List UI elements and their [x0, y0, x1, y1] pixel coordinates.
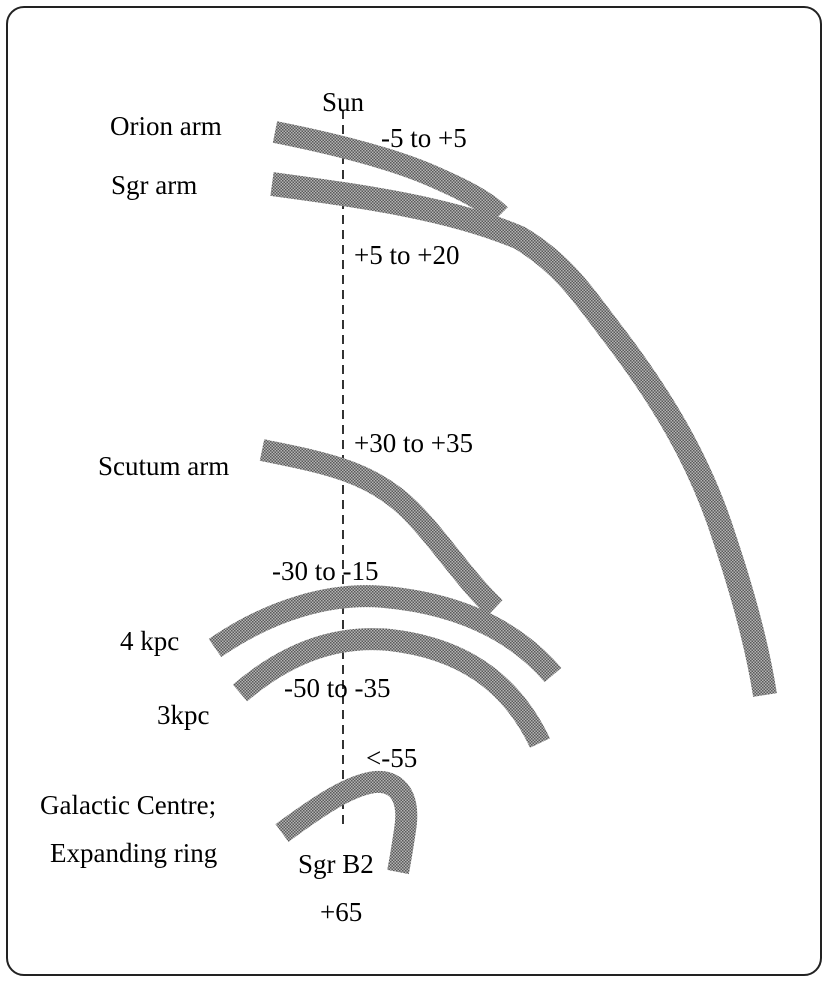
- sgr-arm-label: Sgr arm: [111, 170, 197, 200]
- orion-arm-label: Orion arm: [110, 111, 222, 141]
- four-kpc-label: 4 kpc: [120, 626, 179, 656]
- expanding-ring-label: Expanding ring: [50, 838, 217, 868]
- three-kpc-label: 3kpc: [157, 700, 210, 730]
- sgr-velocity-label: +5 to +20: [354, 240, 459, 270]
- three-kpc-velocity-label: -50 to -35: [284, 673, 390, 703]
- sgr-arm-band: [270, 172, 777, 697]
- scutum-arm-label: Scutum arm: [98, 451, 229, 481]
- sun-label: Sun: [322, 87, 365, 117]
- sgr-b2-velocity-label: +65: [320, 897, 362, 927]
- four-kpc-velocity-label: -30 to -15: [272, 556, 378, 586]
- three-kpc-arm-band: [232, 628, 550, 748]
- scutum-arm-band: [259, 439, 503, 617]
- sgr-b2-label: Sgr B2: [298, 849, 374, 879]
- orion-arm-band: [272, 121, 508, 224]
- galactic-centre-ring-band: [275, 770, 418, 875]
- galactic-centre-label: Galactic Centre;: [40, 790, 216, 820]
- scutum-velocity-label: +30 to +35: [354, 428, 473, 458]
- gc-velocity-top-label: <-55: [366, 743, 417, 773]
- orion-velocity-label: -5 to +5: [381, 123, 467, 153]
- four-kpc-arm-band: [208, 585, 562, 683]
